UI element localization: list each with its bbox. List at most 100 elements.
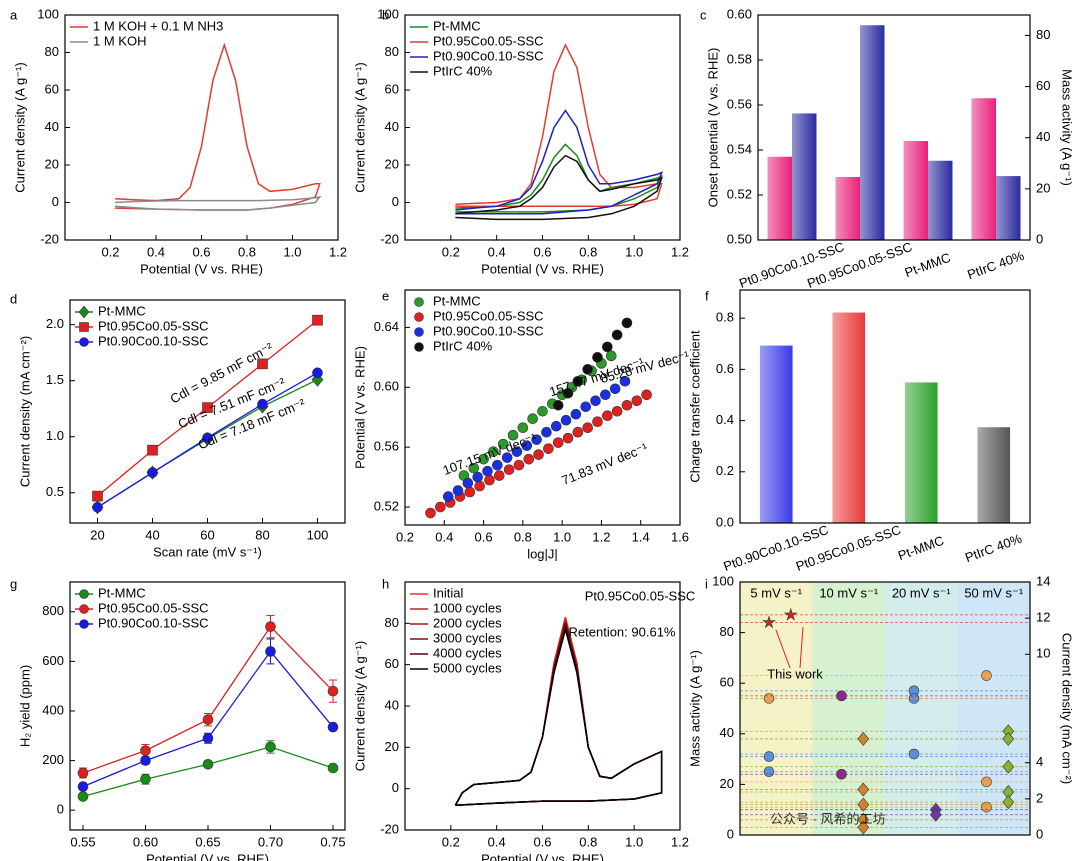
y-tick-label: 0 [52, 194, 59, 209]
data-point [488, 446, 499, 457]
y2-tick-label: 0 [1036, 231, 1043, 246]
data-point [533, 449, 544, 460]
x-tick-label: PtIrC 40% [963, 531, 1024, 566]
y-tick-label: 0.56 [727, 96, 752, 111]
legend-marker [414, 312, 424, 322]
data-point [611, 405, 623, 417]
legend-marker [414, 297, 424, 307]
legend-label: 4000 cycles [433, 645, 502, 660]
legend-marker [79, 619, 89, 629]
y2-tick-label: 80 [1036, 27, 1050, 42]
y-axis-label: Onset potential (V vs. RHE) [705, 48, 720, 208]
y-tick-label: 2.0 [46, 316, 64, 331]
plot-frame [64, 14, 339, 241]
data-point [981, 776, 992, 788]
data-line [455, 143, 664, 213]
y2-axis-label: Current density (mA cm⁻²) [1060, 633, 1075, 784]
x-tick-label: 0.4 [147, 244, 165, 259]
data-point [140, 745, 151, 756]
y-tick-label: 0 [57, 802, 64, 817]
data-point [140, 755, 151, 766]
data-point [202, 432, 213, 444]
data-point [541, 426, 552, 438]
y-tick-label: 20 [45, 156, 59, 171]
data-point [560, 414, 572, 426]
y-tick-label: 1.0 [46, 428, 64, 443]
y-tick-label: 200 [42, 752, 64, 767]
panel-label: c [700, 7, 707, 22]
legend-label: Pt0.90Co0.10-SSC [98, 615, 209, 630]
x-tick-label: 0.6 [475, 529, 493, 544]
data-point [602, 410, 613, 422]
annotation: This work [767, 666, 823, 681]
legend-label: Pt0.95Co0.05-SSC [98, 318, 209, 333]
data-point [908, 748, 920, 760]
data-line [455, 154, 663, 221]
data-point [552, 399, 564, 411]
data-point [572, 376, 584, 387]
y-tick-label: 600 [42, 653, 64, 668]
x-tick-label: 0.8 [579, 244, 597, 259]
data-point [527, 413, 538, 425]
data-point [580, 401, 592, 413]
data-point [1002, 759, 1015, 774]
x-tick-label: 0.4 [488, 834, 506, 849]
y-tick-label: 40 [45, 119, 59, 134]
y-axis-label: Potential (V vs. RHE) [352, 346, 367, 469]
data-point [562, 387, 574, 399]
y-tick-label: 0.52 [374, 498, 399, 513]
data-point [619, 376, 631, 387]
x-tick-label: 1.2 [592, 529, 610, 544]
y2-tick-label: 2 [1036, 790, 1043, 805]
region-label: 5 mV s⁻¹ [750, 585, 802, 600]
plot-frame [757, 14, 1031, 241]
x-tick-label: 1.2 [671, 244, 689, 259]
x-tick-label: 0.2 [442, 834, 460, 849]
x-tick-label: 1.6 [671, 529, 689, 544]
x-tick-label: 1.0 [283, 244, 301, 259]
data-point [464, 486, 476, 498]
x-tick-label: 0.8 [514, 529, 532, 544]
bar [928, 160, 953, 240]
x-tick-label: 0.6 [192, 244, 210, 259]
y-tick-label: 60 [385, 81, 399, 96]
y-axis-label: Current density (A g⁻¹) [352, 641, 367, 771]
data-point [513, 459, 525, 471]
data-point [857, 820, 870, 835]
y-tick-label: -20 [380, 821, 399, 836]
region-label: 20 mV s⁻¹ [892, 585, 952, 600]
data-point [602, 341, 613, 353]
y-tick-label: 60 [385, 656, 399, 671]
region-band [740, 582, 813, 835]
annotation-arrow [775, 626, 804, 669]
data-point [582, 364, 593, 375]
y-axis-label: Mass activity (A g⁻¹) [687, 650, 702, 767]
data-line [454, 626, 663, 806]
y-tick-label: 20 [720, 776, 734, 791]
data-point [462, 477, 474, 489]
data-point [552, 437, 564, 448]
y-tick-label: 100 [377, 6, 399, 21]
x-tick-label: 20 [90, 527, 104, 542]
bar [903, 141, 928, 240]
data-point [605, 350, 617, 362]
data-point [147, 467, 158, 478]
y-tick-label: 0.5 [46, 484, 64, 499]
data-point [482, 465, 493, 477]
panel-label: b [382, 7, 389, 22]
y-tick-label: 1.5 [46, 372, 64, 387]
legend-label: 1000 cycles [433, 600, 502, 615]
x-tick-label: 0.4 [488, 244, 506, 259]
legend-marker [414, 327, 424, 337]
x-tick-label: Pt-MMC [896, 533, 946, 563]
y-tick-label: -20 [40, 231, 59, 246]
data-point [1002, 795, 1015, 810]
x-axis-label: Potential (V vs. RHE) [146, 851, 269, 861]
x-tick-label: 0.8 [579, 834, 597, 849]
legend-marker [79, 604, 89, 614]
plot-frame [739, 289, 1031, 524]
y-axis-label: Current density (A g⁻¹) [12, 62, 27, 192]
data-point [763, 751, 775, 762]
y-tick-label: 0 [727, 826, 734, 841]
